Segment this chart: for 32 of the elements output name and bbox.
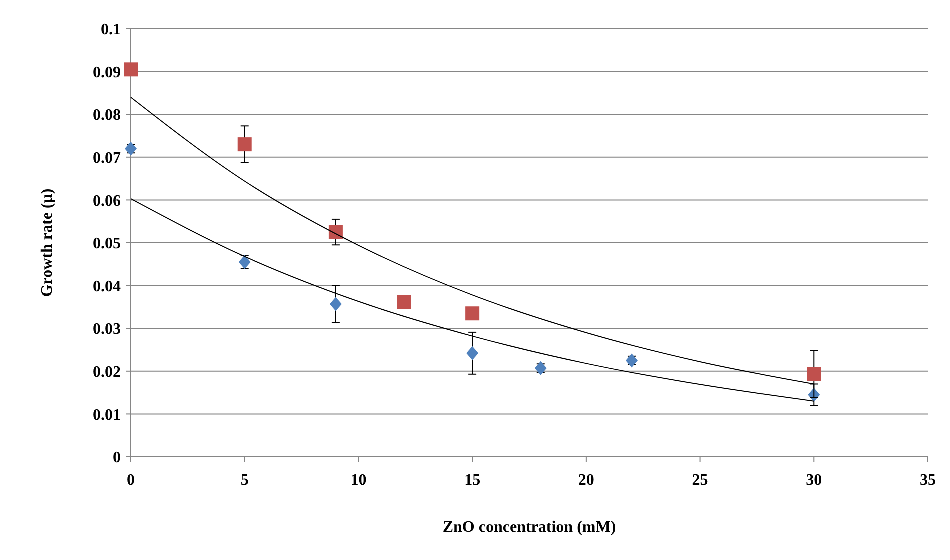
y-tick-label: 0.02 [93,364,121,381]
point [124,62,138,77]
x-tick-label: 10 [350,472,367,489]
x-tick-label: 5 [240,472,249,489]
y-axis-title: Growth rate (μ) [39,188,56,298]
point [466,346,479,360]
point [238,138,252,152]
x-tick-label: 25 [692,472,708,489]
x-tick-label: 15 [464,472,481,489]
y-tick-label: 0.1 [101,22,121,39]
point [534,361,547,376]
y-tick-label: 0 [113,450,121,467]
point [397,295,412,310]
y-tick-label: 0.05 [93,236,121,253]
y-tick-label: 0.04 [93,278,121,296]
point [125,142,137,156]
y-tick-label: 0.03 [93,321,121,338]
y-tick-label: 0.08 [93,107,121,124]
x-axis-title: ZnO concentration (mM) [442,519,616,536]
y-tick-label: 0.09 [93,64,121,82]
point [466,306,480,321]
y-tick-label: 0.07 [93,150,121,167]
y-tick-label: 0.06 [93,192,121,210]
x-tick-label: 30 [806,472,822,489]
y-tick-label: 0.01 [93,406,121,424]
point [330,297,342,312]
x-tick-label: 20 [578,472,594,489]
point [328,225,343,240]
x-tick-label: 35 [920,472,936,489]
point [807,367,822,382]
x-tick-label: 0 [127,472,135,489]
point [626,354,638,368]
